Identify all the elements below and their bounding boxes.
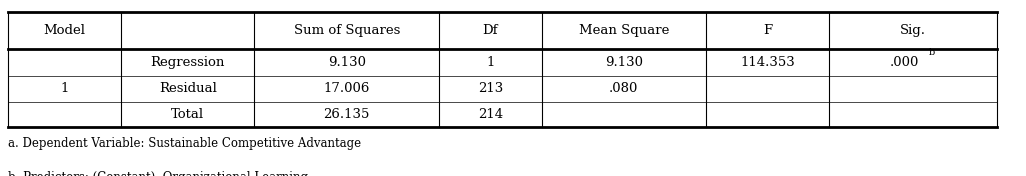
Text: Sum of Squares: Sum of Squares (293, 24, 400, 37)
Text: 213: 213 (478, 82, 503, 95)
Text: Total: Total (171, 108, 204, 121)
Text: 9.130: 9.130 (604, 56, 643, 69)
Text: F: F (763, 24, 772, 37)
Text: 1: 1 (61, 81, 69, 95)
Text: b. Predictors: (Constant), Organizational Learning: b. Predictors: (Constant), Organizationa… (8, 171, 308, 176)
Text: .000: .000 (891, 56, 919, 69)
Text: Model: Model (44, 24, 85, 37)
Text: 214: 214 (478, 108, 503, 121)
Text: 1: 1 (486, 56, 495, 69)
Text: 17.006: 17.006 (323, 82, 370, 95)
Text: Df: Df (482, 24, 499, 37)
Text: b: b (929, 48, 935, 57)
Text: 9.130: 9.130 (327, 56, 366, 69)
Text: Residual: Residual (159, 82, 216, 95)
Text: Sig.: Sig. (900, 24, 926, 37)
Text: Mean Square: Mean Square (579, 24, 669, 37)
Text: 114.353: 114.353 (740, 56, 795, 69)
Text: 26.135: 26.135 (323, 108, 370, 121)
Text: .080: .080 (609, 82, 638, 95)
Text: Regression: Regression (151, 56, 225, 69)
Text: a. Dependent Variable: Sustainable Competitive Advantage: a. Dependent Variable: Sustainable Compe… (8, 137, 361, 150)
